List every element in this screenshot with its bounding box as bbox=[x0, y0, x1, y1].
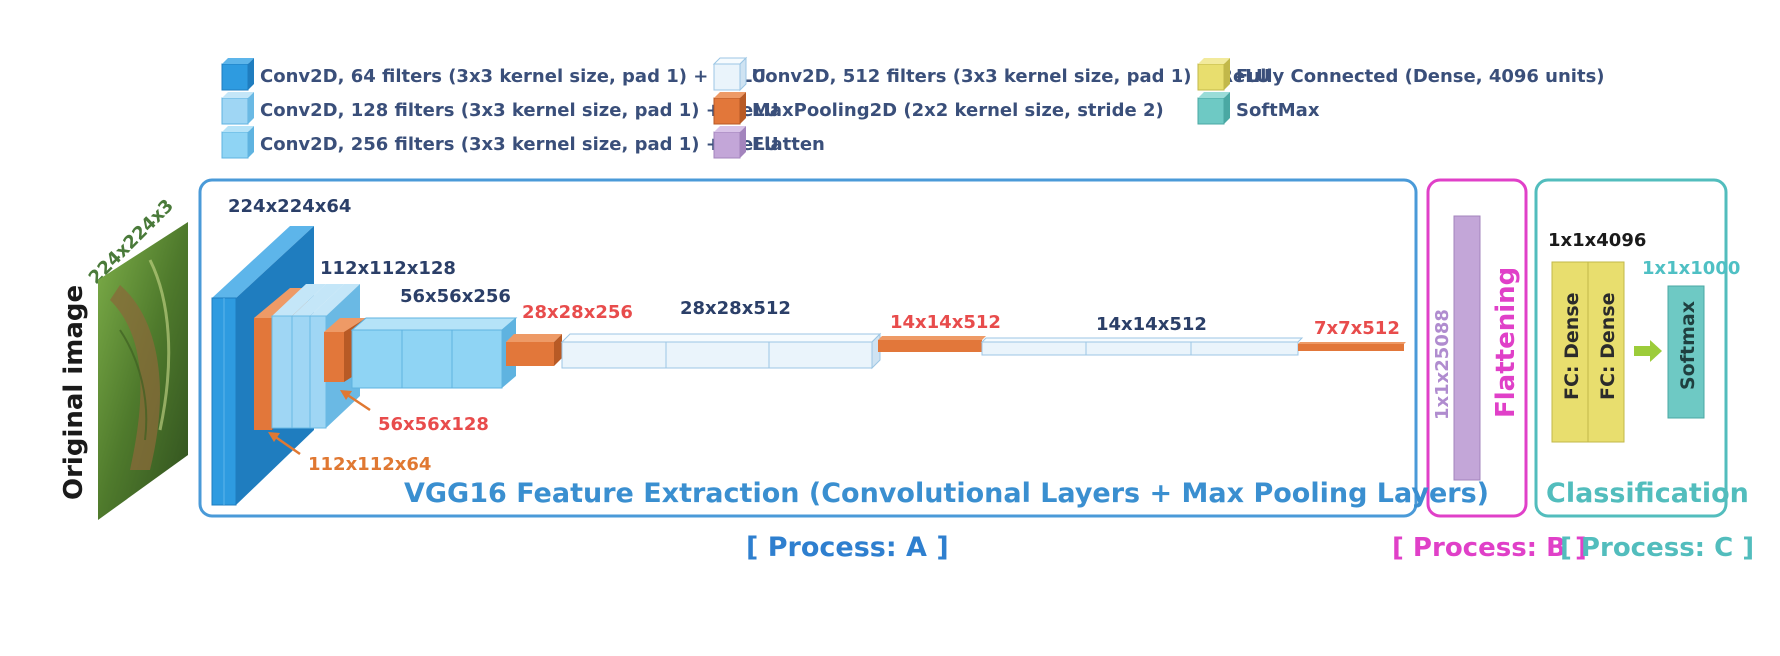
legend-conv256: Conv2D, 256 filters (3x3 kernel size, pa… bbox=[221, 126, 779, 159]
legend-softmax-label: SoftMax bbox=[1236, 100, 1320, 121]
arrow-56x56x128 bbox=[340, 390, 371, 412]
dim-flatten: 1x1x25088 bbox=[1432, 309, 1453, 420]
arrow-112x112x64 bbox=[268, 432, 301, 456]
softmax-label: Softmax bbox=[1677, 301, 1699, 390]
legend-softmax: SoftMax bbox=[1197, 92, 1320, 125]
classification-title: Classification bbox=[1546, 478, 1749, 509]
input-image-group: Original image 224x224x3 bbox=[59, 195, 188, 520]
process-c-frame bbox=[1534, 178, 1728, 518]
legend-conv64-label: Conv2D, 64 filters (3x3 kernel size, pad… bbox=[260, 66, 766, 87]
dim-56x56x256: 56x56x256 bbox=[400, 286, 511, 307]
flatten-section: 1x1x25088 Flattening bbox=[1432, 215, 1521, 481]
legend-conv64: Conv2D, 64 filters (3x3 kernel size, pad… bbox=[221, 58, 766, 91]
dim-7x7x512: 7x7x512 bbox=[1314, 318, 1400, 339]
process-c-label: [ Process: C ] bbox=[1560, 533, 1754, 563]
process-b-label: [ Process: B ] bbox=[1392, 533, 1587, 563]
legend-conv128: Conv2D, 128 filters (3x3 kernel size, pa… bbox=[221, 92, 779, 125]
fc-dense-2-label: FC: Dense bbox=[1597, 292, 1619, 400]
legend-conv256-label: Conv2D, 256 filters (3x3 kernel size, pa… bbox=[260, 134, 779, 155]
dim-fc: 1x1x4096 bbox=[1548, 230, 1646, 251]
pool-28x28x256 bbox=[506, 334, 562, 366]
dim-softmax: 1x1x1000 bbox=[1642, 258, 1740, 279]
legend-flatten-label: Flatten bbox=[752, 134, 825, 155]
flattening-title: Flattening bbox=[1491, 267, 1521, 418]
classification-section: 1x1x4096 FC: Dense FC: Dense 1x1x1000 So… bbox=[1546, 230, 1749, 509]
pool-14x14x512 bbox=[878, 336, 986, 352]
feature-extraction-layers bbox=[211, 226, 1406, 506]
legend-conv512: Conv2D, 512 filters (3x3 kernel size, pa… bbox=[712, 56, 1271, 92]
fc-dense-2 bbox=[1587, 261, 1625, 443]
dim-56x56x128: 56x56x128 bbox=[378, 414, 489, 435]
original-image-label: Original image bbox=[59, 285, 89, 500]
conv512-block-1 bbox=[560, 332, 882, 370]
conv256-block bbox=[350, 317, 518, 389]
dim-14x14x512-pool: 14x14x512 bbox=[890, 312, 1001, 333]
softmax-block bbox=[1667, 285, 1705, 419]
dim-112x112x64: 112x112x64 bbox=[308, 454, 431, 475]
process-a-frame bbox=[198, 178, 1418, 518]
feature-extraction-title: VGG16 Feature Extraction (Convolutional … bbox=[404, 478, 1489, 509]
legend-flatten: Flatten bbox=[713, 126, 825, 159]
dim-112x112x128: 112x112x128 bbox=[320, 258, 456, 279]
legend: Conv2D, 64 filters (3x3 kernel size, pad… bbox=[221, 56, 1605, 159]
fc-dense-1-label: FC: Dense bbox=[1561, 292, 1583, 400]
legend-dense: Fully Connected (Dense, 4096 units) bbox=[1197, 58, 1605, 91]
dim-28x28x256: 28x28x256 bbox=[522, 302, 633, 323]
arrow-to-softmax bbox=[1634, 340, 1662, 362]
conv512-block-2 bbox=[980, 337, 1304, 356]
process-b-frame bbox=[1426, 178, 1528, 518]
dim-14x14x512: 14x14x512 bbox=[1096, 314, 1207, 335]
flatten-bar bbox=[1453, 215, 1481, 481]
dim-224x224x64: 224x224x64 bbox=[228, 196, 351, 217]
process-a-label: [ Process: A ] bbox=[746, 532, 949, 563]
legend-conv128-label: Conv2D, 128 filters (3x3 kernel size, pa… bbox=[260, 100, 779, 121]
dim-28x28x512: 28x28x512 bbox=[680, 298, 791, 319]
legend-maxpool: MaxPooling2D (2x2 kernel size, stride 2) bbox=[713, 92, 1164, 125]
legend-dense-label: Fully Connected (Dense, 4096 units) bbox=[1236, 66, 1605, 87]
pool-7x7x512 bbox=[1298, 342, 1406, 351]
legend-conv512-label: Conv2D, 512 filters (3x3 kernel size, pa… bbox=[752, 66, 1271, 87]
legend-maxpool-label: MaxPooling2D (2x2 kernel size, stride 2) bbox=[752, 100, 1164, 121]
